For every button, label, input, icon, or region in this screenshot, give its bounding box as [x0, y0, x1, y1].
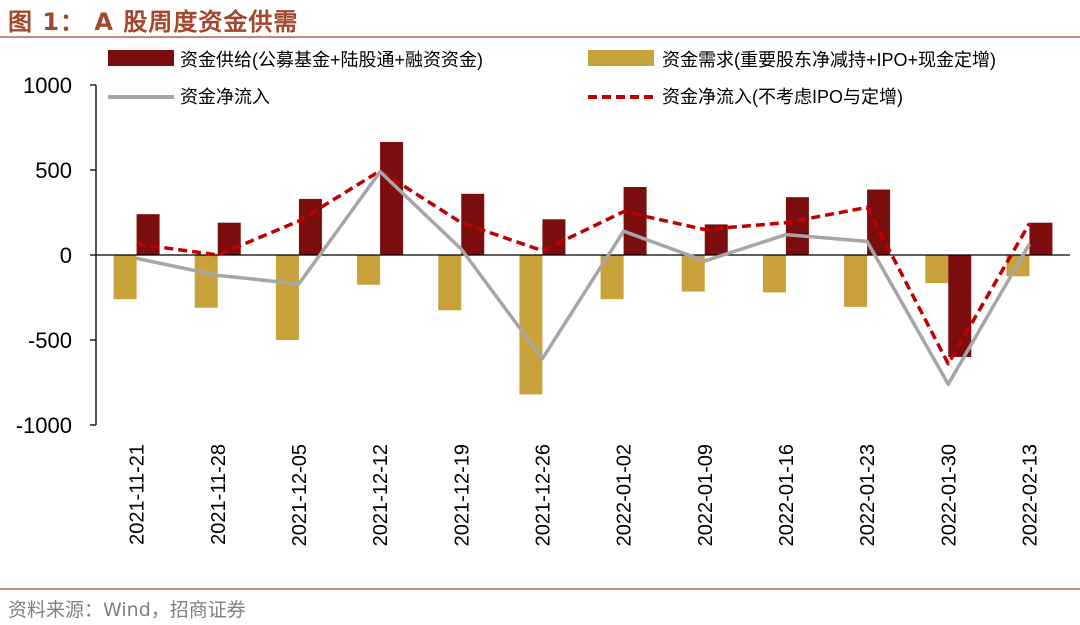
- bar-supply: [461, 193, 485, 255]
- bar-supply: [136, 214, 160, 255]
- bar-demand: [600, 255, 624, 300]
- bars-layer: [113, 141, 1053, 395]
- legend-label-net-ex: 资金净流入(不考虑IPO与定增): [662, 87, 903, 107]
- x-tick-label: 2021-12-26: [532, 444, 554, 546]
- bar-supply: [1029, 222, 1053, 255]
- chart-legend: 资金供给(公募基金+陆股通+融资资金) 资金需求(重要股东净减持+IPO+现金定…: [108, 50, 996, 107]
- lines-layer: [136, 169, 1031, 386]
- y-tick-label: -500: [28, 328, 72, 353]
- figure-title: 图 1： A 股周度资金供需: [8, 8, 299, 36]
- bar-supply: [380, 141, 404, 255]
- bar-supply: [623, 187, 647, 255]
- legend-label-supply: 资金供给(公募基金+陆股通+融资资金): [180, 50, 483, 70]
- x-tick-label: 2022-01-02: [614, 444, 636, 546]
- bar-demand: [438, 255, 462, 311]
- y-tick-label: 1000: [23, 73, 72, 98]
- legend-label-demand: 资金需求(重要股东净减持+IPO+现金定增): [662, 50, 996, 70]
- footer-divider: [0, 588, 1080, 590]
- bar-demand: [681, 255, 705, 292]
- x-tick-label: 2021-12-19: [451, 444, 473, 546]
- bar-demand: [844, 255, 868, 307]
- x-tick-label: 2021-12-12: [370, 444, 392, 546]
- legend-swatch-supply: [108, 50, 174, 66]
- x-tick-label: 2021-11-21: [127, 444, 149, 545]
- title-divider: [0, 36, 1080, 38]
- bar-demand: [275, 255, 299, 340]
- y-tick-label: -1000: [16, 413, 72, 438]
- bar-demand: [194, 255, 218, 308]
- y-tick-label: 0: [60, 243, 72, 268]
- y-axis: 1000 500 0 -500 -1000: [16, 73, 97, 438]
- x-tick-label: 2022-01-23: [857, 444, 879, 546]
- bar-demand: [357, 255, 381, 285]
- x-tick-label: 2021-11-28: [208, 444, 230, 545]
- x-axis: 2021-11-21 2021-11-28 2021-12-05 2021-12-12…: [127, 444, 1042, 546]
- legend-swatch-demand: [588, 50, 654, 66]
- bar-supply: [298, 198, 322, 255]
- bar-supply: [785, 197, 809, 255]
- legend-label-net: 资金净流入: [180, 87, 270, 107]
- bar-demand: [519, 255, 543, 395]
- bar-supply: [217, 222, 241, 255]
- x-tick-label: 2022-01-16: [776, 444, 798, 546]
- chart-area: 资金供给(公募基金+陆股通+融资资金) 资金需求(重要股东净减持+IPO+现金定…: [16, 50, 1070, 546]
- x-tick-label: 2021-12-05: [289, 444, 311, 546]
- x-tick-label: 2022-01-09: [695, 444, 717, 546]
- x-tick-label: 2022-01-30: [938, 444, 960, 546]
- x-tick-label: 2022-02-13: [1019, 444, 1041, 546]
- line-net-ex-ipo: [136, 169, 1031, 366]
- y-tick-label: 500: [35, 158, 72, 183]
- bar-demand: [762, 255, 786, 293]
- bar-demand: [113, 255, 137, 300]
- line-net-inflow: [136, 169, 1031, 386]
- bar-supply: [704, 224, 728, 255]
- source-note: 资料来源：Wind，招商证券: [8, 599, 246, 621]
- bar-demand: [925, 255, 949, 284]
